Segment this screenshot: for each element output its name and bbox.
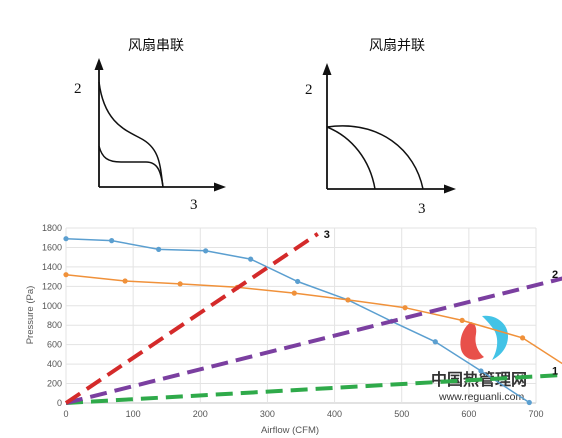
sketch-series-y-label: 2 [74,81,82,97]
series-fan-sketch: 风扇串联 2 3 [74,38,226,213]
system-curve-label: 1 [552,365,558,377]
fan-curve-point [177,281,183,287]
sketch-parallel-combined-curve [326,125,424,190]
parallel-fan-sketch: 风扇并联 2 3 [305,38,456,217]
x-tick-label: 200 [193,409,208,419]
sketch-parallel-title: 风扇并联 [369,38,425,54]
sketch-parallel-y-arrow-icon [322,63,332,75]
x-tick-label: 300 [260,409,275,419]
sketch-parallel-x-label: 3 [418,201,426,217]
system-curve-label: 3 [324,229,330,241]
x-tick-label: 100 [126,409,141,419]
fan-curve-point [156,246,162,252]
sketch-parallel-x-arrow-icon [444,184,456,194]
sketch-series-y-arrow-icon [94,58,104,70]
y-tick-label: 1800 [42,223,62,233]
y-tick-label: 1200 [42,281,62,291]
sketch-parallel-y-label: 2 [305,82,313,98]
y-tick-label: 0 [57,398,62,408]
fan-curve-point [345,297,351,303]
fan-curve-point [291,290,297,296]
x-tick-label: 0 [63,409,68,419]
x-axis-label: Airflow (CFM) [261,425,319,436]
series-labels: 1 2 3 [324,229,558,378]
x-tick-labels: 0 100 200 300 400 500 600 700 [63,409,543,419]
y-tick-label: 200 [47,379,62,389]
x-tick-label: 400 [327,409,342,419]
fan-curve-point [402,305,408,311]
plot-area [63,232,562,406]
y-tick-label: 1400 [42,262,62,272]
sketch-series-single-curve [98,145,164,188]
watermark-url: www.reguanli.com [438,391,524,403]
fan-curve-point [478,368,484,374]
sketch-series-combined-curve [98,81,164,188]
x-tick-label: 500 [394,409,409,419]
fan-curve-point [459,317,465,323]
x-tick-label: 700 [528,409,543,419]
fan-curve-point [432,339,438,345]
fan-curve-point [63,272,69,278]
y-tick-label: 800 [47,320,62,330]
y-tick-labels: 0 200 400 600 800 1000 1200 1400 1600 1800 [42,223,62,408]
sketch-series-title: 风扇串联 [128,38,184,54]
system-curve-line [64,232,319,405]
fan-curve-point [122,278,128,284]
fan-curve-point [526,399,532,406]
y-tick-label: 1000 [42,301,62,311]
watermark-logo-red-icon [460,322,484,360]
watermark-logo-blue-icon [482,315,508,360]
fan-curve-point [63,236,69,242]
y-tick-label: 1600 [42,242,62,252]
system-curve-line [65,372,562,405]
fan-curve-point [519,335,526,341]
y-tick-label: 400 [47,359,62,369]
fan-curve-point [203,248,209,254]
fan-curve-point [248,256,254,262]
y-tick-label: 600 [47,340,62,350]
watermark: 中国热管理网 www.reguanli.com [431,315,527,403]
sketch-parallel-single-curve [326,126,376,190]
y-axis-label: Pressure (Pa) [25,286,36,345]
system-curve-label: 2 [552,269,558,281]
fan-curve-point [109,238,115,244]
x-tick-label: 600 [461,409,476,419]
sketch-series-x-label: 3 [190,197,198,213]
fan-curve-point [295,278,301,285]
system-curve-line [65,276,562,405]
sketch-series-x-arrow-icon [214,182,226,192]
